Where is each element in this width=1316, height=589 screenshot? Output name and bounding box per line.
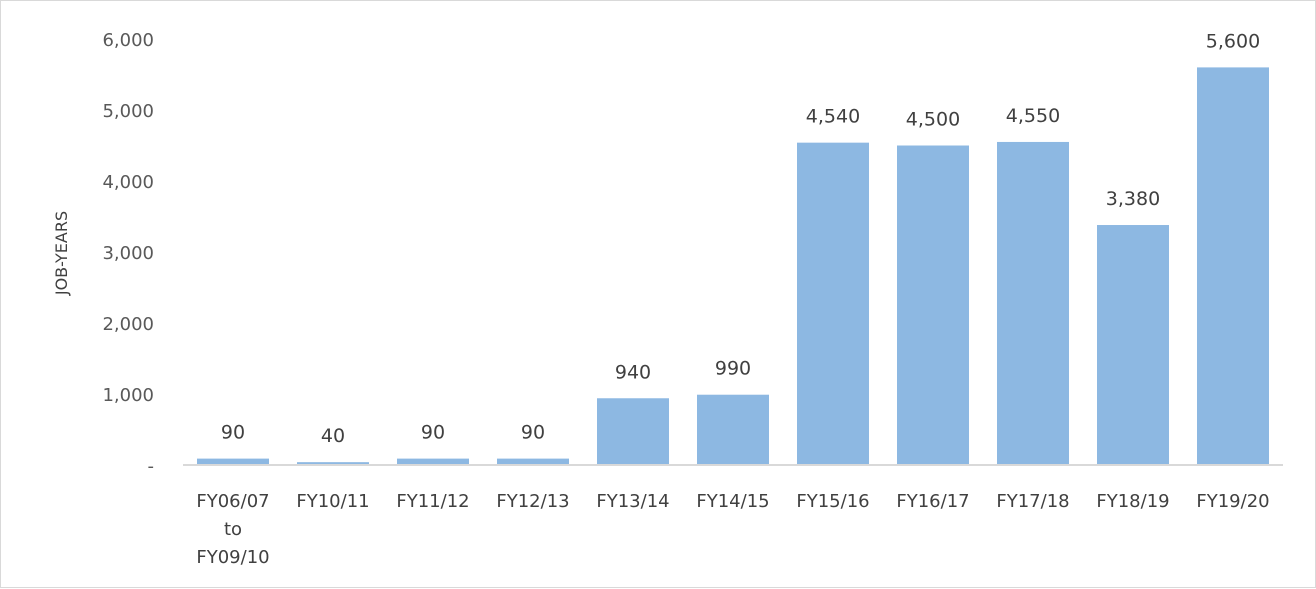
data-label: 90: [421, 422, 445, 444]
bar: [797, 142, 869, 465]
x-category-label: FY18/19: [1096, 491, 1169, 512]
data-label: 3,380: [1106, 188, 1160, 210]
x-category-label: FY19/20: [1196, 491, 1269, 512]
data-label: 940: [615, 361, 651, 383]
data-label: 5,600: [1206, 30, 1260, 52]
bar: [997, 141, 1069, 465]
y-axis-ticks: - 1,000 2,000 3,000 4,000 5,000 6,000: [102, 30, 154, 477]
y-tick-label: 6,000: [102, 30, 154, 51]
data-label: 4,500: [906, 109, 960, 131]
data-label: 990: [715, 358, 751, 380]
bar: [697, 394, 769, 465]
y-tick-label: 2,000: [102, 314, 154, 335]
x-category-label: FY10/11: [296, 491, 369, 512]
y-tick-label: 5,000: [102, 101, 154, 122]
x-category-label: FY16/17: [896, 491, 969, 512]
bar: [397, 458, 469, 465]
data-label: 4,550: [1006, 105, 1060, 127]
y-tick-label: -: [148, 456, 155, 477]
x-category-label: FY13/14: [596, 491, 669, 512]
bars: [197, 67, 1269, 466]
data-labels: 90 40 90 90 940 990 4,540 4,500 4,550 3,380 5,600: [221, 30, 1260, 447]
x-category-label: FY14/15: [696, 491, 769, 512]
data-label: 90: [521, 422, 545, 444]
bar: [1197, 67, 1269, 466]
bar: [897, 145, 969, 465]
y-tick-label: 3,000: [102, 243, 154, 264]
bar: [197, 458, 269, 465]
data-label: 4,540: [806, 106, 860, 128]
y-tick-label: 1,000: [102, 385, 154, 406]
y-tick-label: 4,000: [102, 172, 154, 193]
x-category-label: FY17/18: [996, 491, 1069, 512]
x-category-label: FY15/16: [796, 491, 869, 512]
data-label: 40: [321, 425, 345, 447]
bar: [297, 462, 369, 465]
bar: [497, 458, 569, 465]
y-axis-label: JOB-YEARS: [52, 211, 71, 296]
x-axis-categories: FY06/07 to FY09/10 FY10/11 FY11/12 FY12/13 FY1…: [196, 491, 1269, 568]
x-category-label: FY06/07 to FY09/10: [196, 491, 269, 568]
bar: [1097, 225, 1169, 465]
x-category-label: FY11/12: [396, 491, 469, 512]
x-category-label: FY12/13: [496, 491, 569, 512]
data-label: 90: [221, 422, 245, 444]
bar: [597, 398, 669, 465]
